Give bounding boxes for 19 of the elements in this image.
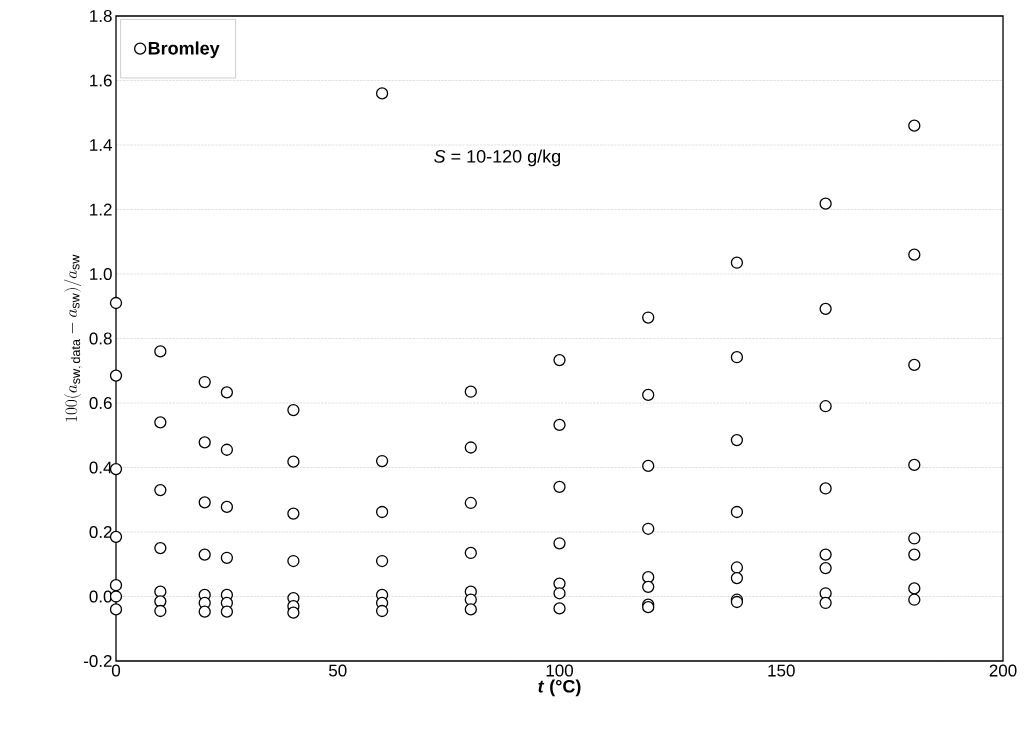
x-tick-label: 50 <box>328 664 347 677</box>
y-axis-title: $100(a_{\mathrm{sw,\,data}} - a_{\mathrm{sw}})/a_{\mathrm{sw}}$ <box>63 254 83 422</box>
y-tick-label: 1.6 <box>90 74 112 87</box>
y-tick-label: 1.8 <box>90 9 112 23</box>
x-tick-label: 150 <box>768 664 795 677</box>
y-tick-label: 1.4 <box>90 139 112 151</box>
y-tick-label: 0.6 <box>89 396 112 410</box>
x-tick-label: 0 <box>111 664 121 677</box>
x-axis-title: t (°C) <box>538 679 581 697</box>
x-tick-label: 100 <box>546 664 574 677</box>
x-tick-label: 200 <box>989 664 1017 677</box>
y-tick-label: 0.4 <box>89 461 112 474</box>
annotation: S = 10-120 g/kg <box>434 149 561 167</box>
y-tick-label: 1.2 <box>90 203 112 216</box>
y-tick-label: 0.2 <box>89 525 112 539</box>
legend-label: Bromley <box>148 41 220 59</box>
y-tick-label: 1.0 <box>90 267 112 281</box>
y-tick-label: 0.8 <box>89 332 112 345</box>
y-tick-label: -0.2 <box>83 654 112 668</box>
